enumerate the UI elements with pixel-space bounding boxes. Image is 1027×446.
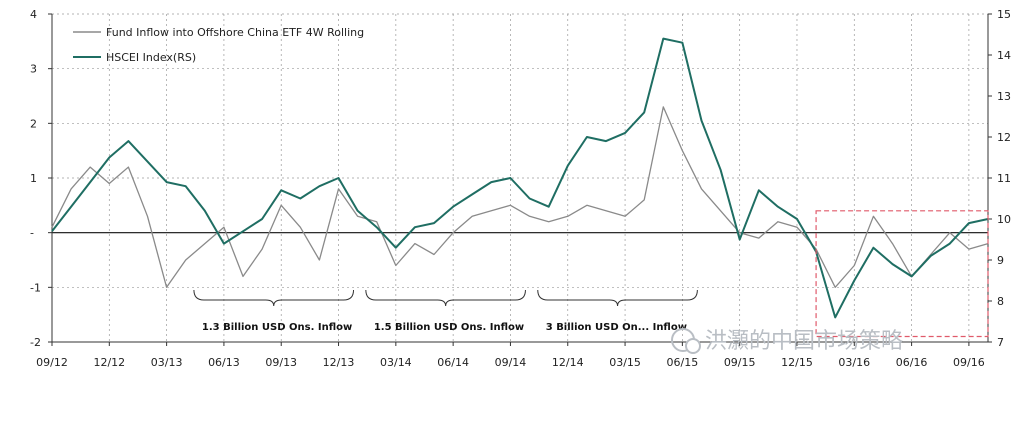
annotations: 1.3 Billion USD Ons. Inflow 1.5 Billion U… xyxy=(193,289,698,333)
y-left-tick-label: -1 xyxy=(30,281,41,294)
x-tick-label: 09/16 xyxy=(953,356,985,369)
y-left-tick-label: 3 xyxy=(30,63,37,76)
y-right-tick-label: 8 xyxy=(997,295,1004,308)
y-left-tick-label: 4 xyxy=(30,8,37,21)
x-tick-label: 03/16 xyxy=(838,356,870,369)
y-right-tick-label: 9 xyxy=(997,254,1004,267)
y-axis-right: 7 8 9 10 11 12 13 14 15 xyxy=(988,8,1011,349)
x-tick-label: 06/13 xyxy=(208,356,240,369)
annotation-brace xyxy=(365,289,526,307)
y-left-tick-label: -2 xyxy=(30,336,41,349)
y-right-tick-label: 13 xyxy=(997,90,1011,103)
legend: Fund Inflow into Offshore China ETF 4W R… xyxy=(73,26,364,64)
y-left-tick-label: 2 xyxy=(30,117,37,130)
series-line-hscei xyxy=(51,37,989,319)
legend-label-hscei: HSCEI Index(RS) xyxy=(106,51,196,64)
x-tick-label: 12/13 xyxy=(323,356,355,369)
annotation-label: 3 Billion USD On... Inflow xyxy=(546,322,687,333)
x-tick-label: 12/14 xyxy=(552,356,584,369)
annotation-label: 1.5 Billion USD Ons. Inflow xyxy=(374,322,524,333)
y-left-tick-label: - xyxy=(30,227,34,240)
series-line-fund-inflow xyxy=(51,106,989,288)
y-left-tick-label: 1 xyxy=(30,172,37,185)
x-tick-label: 03/13 xyxy=(151,356,183,369)
y-right-tick-label: 12 xyxy=(997,131,1011,144)
y-right-tick-label: 14 xyxy=(997,49,1011,62)
wechat-icon-bubble xyxy=(685,338,701,354)
watermark: 洪灝的中国市场策略 xyxy=(671,328,903,354)
series-group xyxy=(51,37,989,319)
x-tick-label: 12/12 xyxy=(93,356,125,369)
x-tick-label: 09/13 xyxy=(265,356,297,369)
annotation-brace xyxy=(193,289,355,307)
watermark-text: 洪灝的中国市场策略 xyxy=(705,329,903,354)
y-right-tick-label: 7 xyxy=(997,336,1004,349)
highlight-box xyxy=(815,210,989,338)
x-tick-label: 03/15 xyxy=(609,356,641,369)
x-tick-label: 09/15 xyxy=(724,356,756,369)
y-right-tick-label: 11 xyxy=(997,172,1011,185)
legend-label-fund-inflow: Fund Inflow into Offshore China ETF 4W R… xyxy=(106,26,364,39)
y-right-tick-label: 10 xyxy=(997,213,1011,226)
x-tick-label: 09/12 xyxy=(36,356,68,369)
x-axis: 09/12 12/12 03/13 06/13 09/13 12/13 03/14 06/14… xyxy=(36,342,985,369)
x-tick-label: 06/15 xyxy=(667,356,699,369)
highlight-box-group xyxy=(815,210,989,338)
x-tick-label: 12/15 xyxy=(781,356,813,369)
x-tick-label: 06/16 xyxy=(896,356,928,369)
annotation-label: 1.3 Billion USD Ons. Inflow xyxy=(202,322,352,333)
x-tick-label: 09/14 xyxy=(495,356,527,369)
y-right-tick-label: 15 xyxy=(997,8,1011,21)
x-tick-label: 03/14 xyxy=(380,356,412,369)
annotation-brace xyxy=(537,289,698,307)
x-tick-label: 06/14 xyxy=(437,356,469,369)
